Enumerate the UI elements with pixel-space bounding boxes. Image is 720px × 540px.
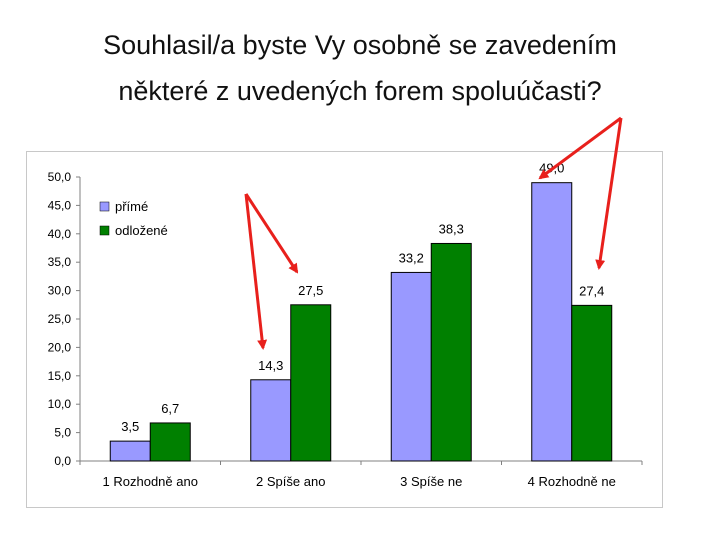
legend-label: přímé [115,199,148,214]
bar-odlozene [290,304,332,462]
data-label: 3,5 [121,419,139,434]
bar-odlozene [430,242,472,462]
annotation-arrow [244,193,299,274]
data-label: 6,7 [161,401,179,416]
x-category-label: 2 Spíše ano [256,474,325,489]
bar-prime [250,379,292,462]
x-category-label: 1 Rozhodně ano [103,474,198,489]
y-tick-label: 10,0 [48,397,72,411]
x-category-label: 4 Rozhodně ne [528,474,616,489]
y-tick-label: 25,0 [48,312,72,326]
data-label: 33,2 [399,250,424,265]
legend-label: odložené [115,223,168,238]
y-tick-label: 5,0 [54,426,71,440]
slide-title: Souhlasil/a byste Vy osobně se zavedením… [0,22,720,114]
title-line-2: některé z uvedených forem spoluúčasti? [118,76,602,106]
bar-odlozene [571,304,613,462]
bar-prime [109,440,151,462]
y-tick-label: 20,0 [48,340,72,354]
x-category-label: 3 Spíše ne [400,474,462,489]
title-line-1: Souhlasil/a byste Vy osobně se zavedením [103,30,617,60]
y-tick-label: 0,0 [54,454,71,468]
bar-odlozene [149,422,191,462]
y-tick-label: 50,0 [48,170,72,184]
annotation-arrow [595,117,623,270]
legend-swatch [99,201,110,212]
annotation-arrow [244,193,268,350]
y-tick-label: 15,0 [48,369,72,383]
legend-swatch [99,225,110,236]
data-label: 27,5 [298,283,323,298]
data-label: 14,3 [258,358,283,373]
data-label: 38,3 [439,221,464,236]
y-tick-label: 35,0 [48,255,72,269]
bar-prime [531,182,573,462]
bar-prime [390,271,432,462]
y-tick-label: 30,0 [48,284,72,298]
annotation-arrow [538,116,622,180]
y-tick-label: 40,0 [48,227,72,241]
data-label: 27,4 [579,283,604,298]
y-tick-label: 45,0 [48,198,72,212]
